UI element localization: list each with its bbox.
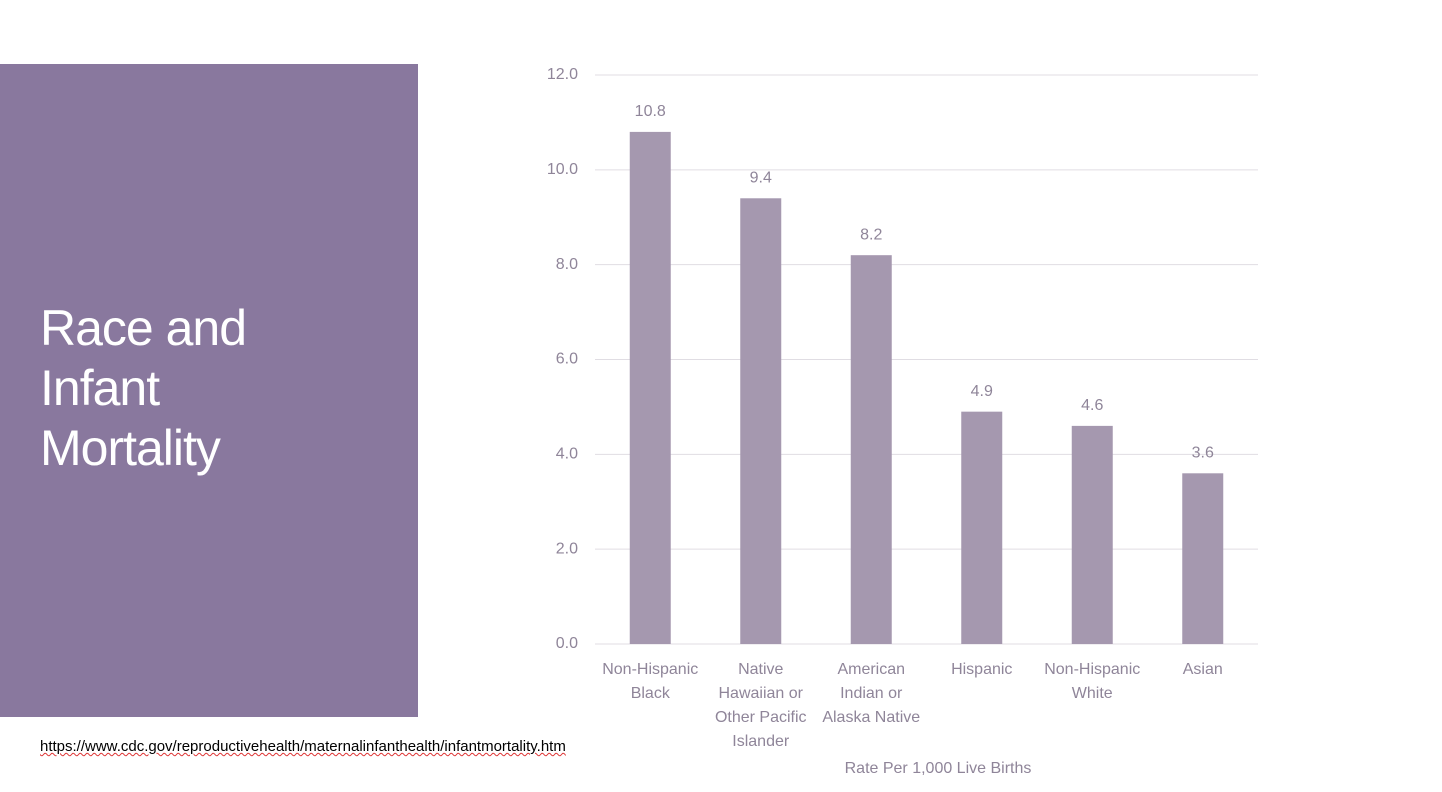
x-tick-label: Non-Hispanic Black bbox=[602, 661, 699, 702]
value-label: 4.9 bbox=[971, 383, 993, 400]
value-label: 8.2 bbox=[860, 226, 882, 243]
x-axis-title: Rate Per 1,000 Live Births bbox=[844, 760, 1032, 777]
y-tick-label: 0.0 bbox=[556, 635, 578, 652]
x-tick-label: Hispanic bbox=[951, 661, 1013, 678]
y-tick-label: 10.0 bbox=[547, 161, 578, 178]
bar bbox=[740, 198, 782, 645]
y-tick-label: 12.0 bbox=[547, 66, 578, 83]
y-tick-label: 2.0 bbox=[556, 540, 578, 557]
x-tick-label: Non-Hispanic White bbox=[1044, 661, 1141, 702]
slide-title: Race and Infant Mortality bbox=[40, 300, 247, 476]
x-tick-label: Native Hawaiian or Other Pacific Islande… bbox=[714, 661, 807, 750]
bar bbox=[850, 255, 892, 644]
value-label: 4.6 bbox=[1081, 397, 1103, 414]
bar bbox=[1182, 473, 1224, 644]
x-tick-label: Asian bbox=[1182, 661, 1223, 678]
source-link: https://www.cdc.gov/reproductivehealth/m… bbox=[40, 738, 566, 755]
y-tick-label: 4.0 bbox=[556, 446, 578, 463]
title-panel bbox=[0, 64, 418, 717]
x-tick-label: American Indian or Alaska Native bbox=[822, 661, 921, 726]
bar bbox=[1071, 425, 1113, 644]
bar bbox=[961, 411, 1003, 644]
value-label: 9.4 bbox=[750, 170, 772, 187]
value-label: 3.6 bbox=[1192, 445, 1214, 462]
bar bbox=[629, 131, 671, 644]
y-tick-label: 6.0 bbox=[556, 351, 578, 368]
y-tick-label: 8.0 bbox=[556, 256, 578, 273]
value-label: 10.8 bbox=[635, 103, 666, 120]
